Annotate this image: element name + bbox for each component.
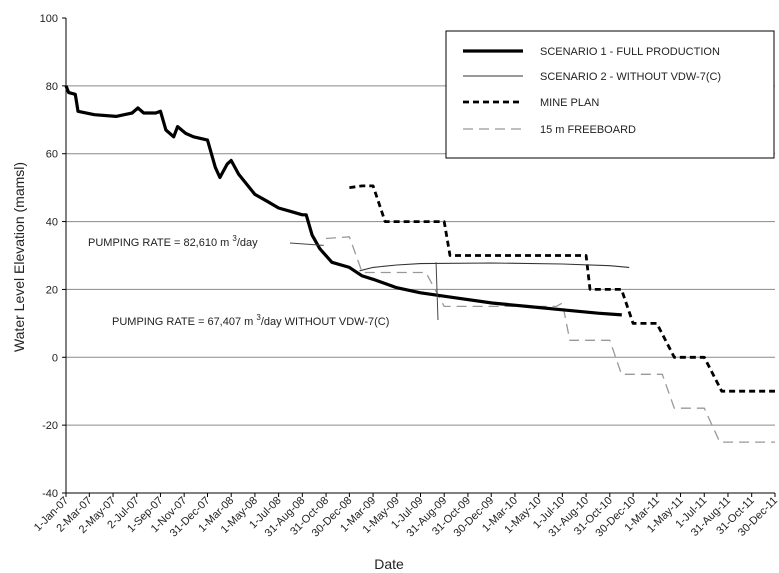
series-line-4 bbox=[325, 236, 775, 443]
annotation-superscript: 3 bbox=[256, 313, 261, 322]
annotation-text-part: /day WITHOUT VDW-7(C) bbox=[261, 316, 390, 328]
annotation-text-part: PUMPING RATE = 82,610 m bbox=[88, 237, 232, 249]
y-tick-label: -20 bbox=[42, 420, 58, 432]
annotation-text-part: /day bbox=[237, 237, 258, 249]
series-line-3 bbox=[349, 184, 775, 393]
annotation-text-part: PUMPING RATE = 67,407 m bbox=[112, 316, 256, 328]
y-axis-ticks: -40 -20 0 20 40 60 80 100 bbox=[40, 13, 66, 500]
y-tick-label: 80 bbox=[46, 81, 58, 93]
annotation-superscript: 3 bbox=[232, 234, 237, 243]
y-tick-label: 20 bbox=[46, 284, 58, 296]
legend: SCENARIO 1 - FULL PRODUCTION SCENARIO 2 … bbox=[445, 30, 775, 159]
y-tick-label: -40 bbox=[42, 488, 58, 500]
gridlines bbox=[66, 85, 775, 426]
legend-label-scenario-2: SCENARIO 2 - WITHOUT VDW-7(C) bbox=[540, 71, 721, 83]
y-tick-label: 60 bbox=[46, 149, 58, 161]
x-axis-ticks: 1-Jan-072-Mar-072-May-072-Jul-071-Sep-07… bbox=[32, 493, 779, 539]
annotation-leader-2 bbox=[435, 262, 439, 321]
series-line-1 bbox=[64, 85, 622, 317]
annotation-pumping-rate-2: PUMPING RATE = 67,407 m 3/day WITHOUT VD… bbox=[112, 313, 389, 328]
y-tick-label: 0 bbox=[52, 352, 58, 364]
x-axis-title: Date bbox=[374, 556, 404, 572]
series-lines bbox=[64, 85, 775, 443]
y-tick-label: 100 bbox=[40, 13, 58, 25]
annotations: PUMPING RATE = 82,610 m 3/day PUMPING RA… bbox=[88, 234, 439, 328]
axes-frame bbox=[65, 18, 775, 494]
y-tick-label: 40 bbox=[46, 217, 58, 229]
legend-label-mine-plan: MINE PLAN bbox=[540, 97, 599, 109]
series-line-2 bbox=[359, 262, 630, 272]
legend-label-scenario-1: SCENARIO 1 - FULL PRODUCTION bbox=[540, 46, 720, 58]
y-axis-title: Water Level Elevation (mamsl) bbox=[11, 162, 27, 352]
legend-label-freeboard: 15 m FREEBOARD bbox=[540, 124, 636, 136]
annotation-leader-1 bbox=[289, 242, 324, 246]
annotation-pumping-rate-1: PUMPING RATE = 82,610 m 3/day bbox=[88, 234, 258, 249]
